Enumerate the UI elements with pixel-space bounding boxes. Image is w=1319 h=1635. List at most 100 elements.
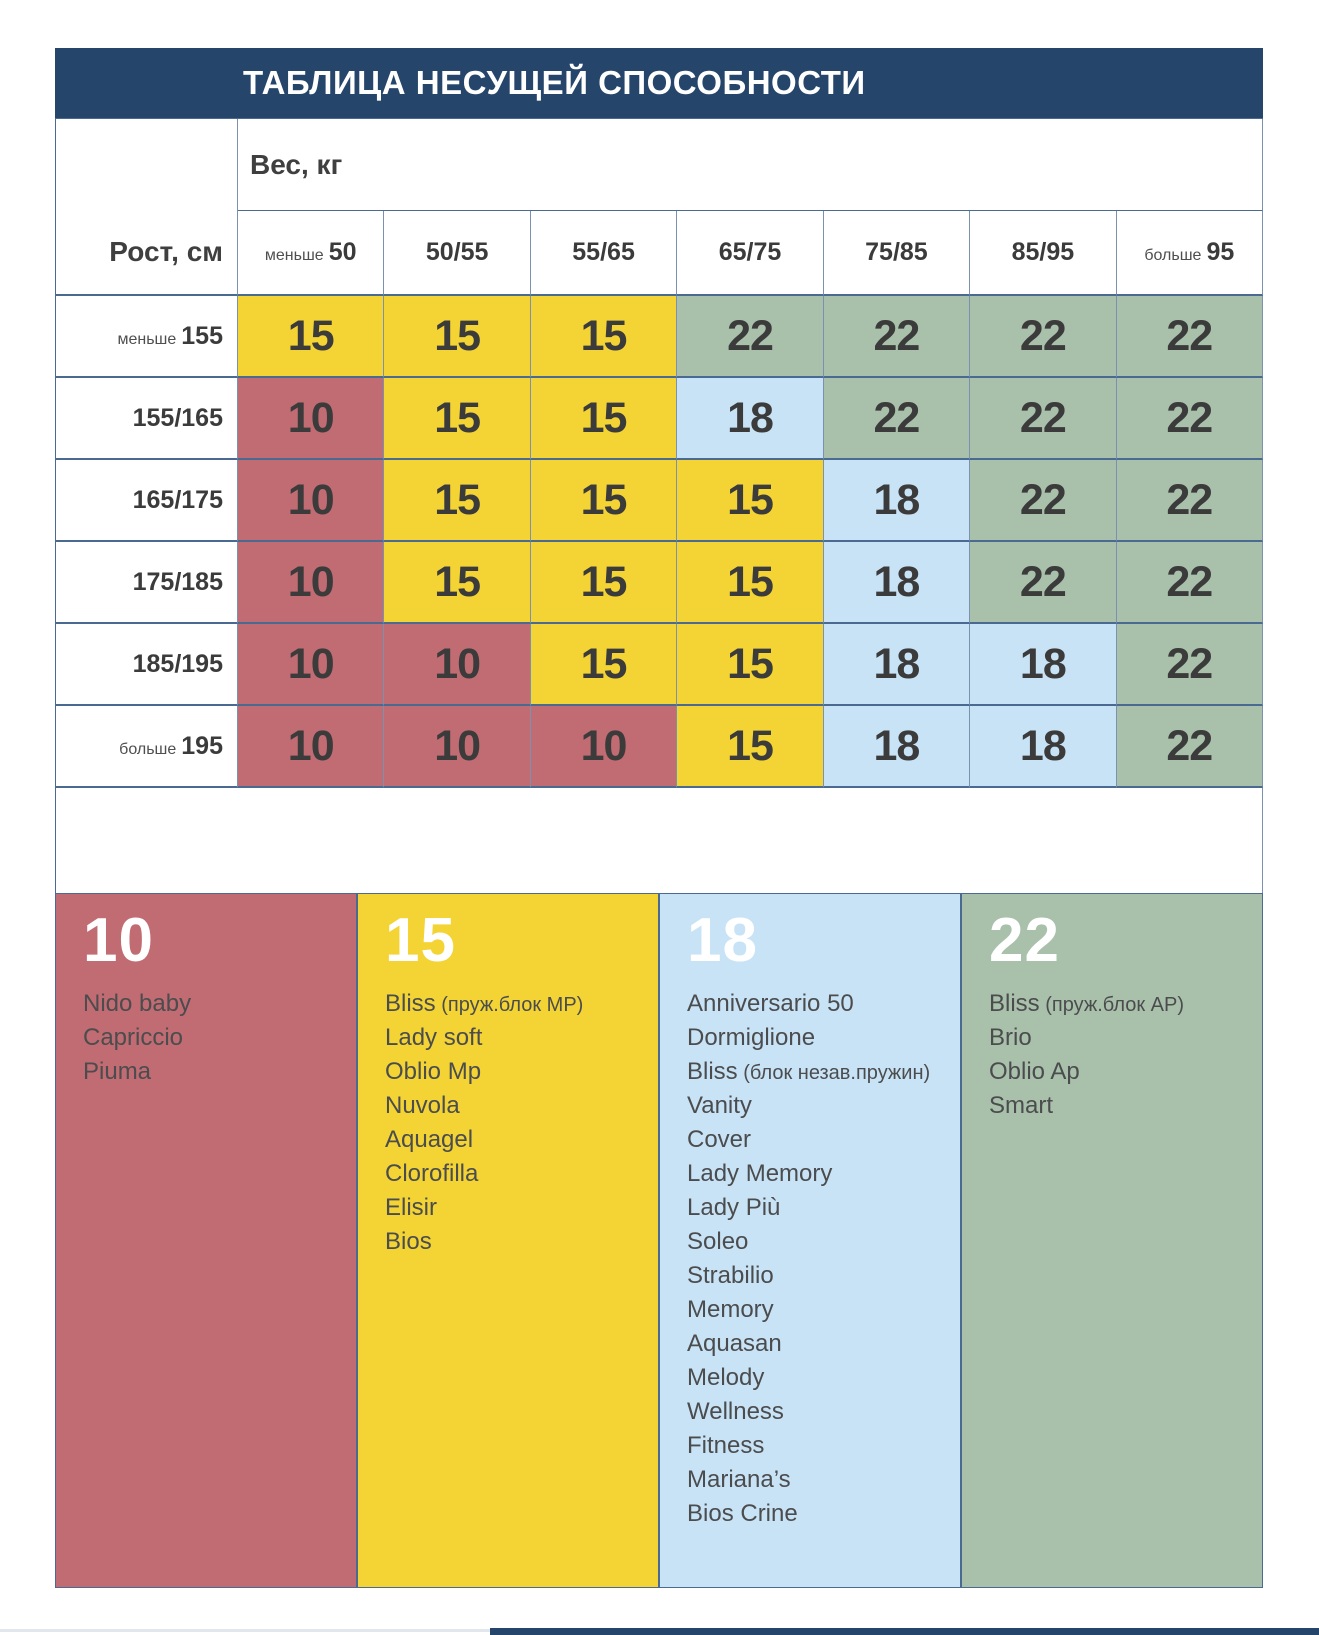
label-prefix: меньше <box>117 330 177 348</box>
capacity-cell: 22 <box>1116 706 1263 788</box>
legend-item: Dormiglione <box>687 1022 944 1056</box>
legend-item: Elisir <box>385 1192 642 1226</box>
legend-item-name: Bios Crine <box>687 1500 798 1527</box>
legend-item-name: Lady Memory <box>687 1160 833 1187</box>
label-value: 175/185 <box>132 567 223 596</box>
label-value: 185/195 <box>132 649 223 678</box>
capacity-cell: 18 <box>970 624 1117 706</box>
table-filler-row <box>56 788 1263 894</box>
legend-item-name: Vanity <box>687 1092 752 1119</box>
label-value: 85/95 <box>1011 238 1075 266</box>
legend-item: Memory <box>687 1294 944 1328</box>
capacity-cell: 18 <box>823 706 971 788</box>
capacity-cell: 22 <box>1116 542 1263 624</box>
legend-item: Melody <box>687 1362 944 1396</box>
capacity-cell: 10 <box>384 706 531 788</box>
legend-value: 18 <box>687 906 758 975</box>
page-title: ТАБЛИЦА НЕСУЩЕЙ СПОСОБНОСТИ <box>243 64 866 101</box>
weight-col-header: меньше 50 <box>238 211 385 296</box>
legend-item: Nuvola <box>385 1090 642 1124</box>
label-text: больше 195 <box>119 732 223 761</box>
capacity-cell: 10 <box>238 542 385 624</box>
legend-item-name: Dormiglione <box>687 1024 816 1051</box>
legend-item: Wellness <box>687 1396 944 1430</box>
legend-item-name: Nuvola <box>385 1092 460 1119</box>
label-text: меньше 50 <box>265 238 357 267</box>
capacity-cell: 15 <box>530 542 678 624</box>
legend-item-note: (пруж.блок AP) <box>1039 994 1184 1016</box>
capacity-cell: 18 <box>823 542 971 624</box>
capacity-cell: 22 <box>823 378 971 460</box>
legend-item: Nido baby <box>83 988 340 1022</box>
legend-item: Cover <box>687 1124 944 1158</box>
weight-col-header: 50/55 <box>384 211 531 296</box>
capacity-cell: 22 <box>1116 624 1263 706</box>
legend-item-name: Bliss <box>687 1058 738 1085</box>
title-bar: ТАБЛИЦА НЕСУЩЕЙ СПОСОБНОСТИ <box>55 48 1263 118</box>
capacity-cell: 15 <box>238 296 385 378</box>
legend-item-note: (пруж.блок MP) <box>435 994 584 1016</box>
legend-item-name: Nido baby <box>83 990 192 1017</box>
label-value: 155/165 <box>132 403 223 432</box>
capacity-cell: 22 <box>823 296 971 378</box>
weight-axis-label: Вес, кг <box>250 148 343 180</box>
label-value: 55/65 <box>572 238 635 266</box>
label-text: 85/95 <box>1012 238 1075 267</box>
legend-item: Oblio Mp <box>385 1056 642 1090</box>
legend-item-name: Melody <box>687 1364 765 1391</box>
height-row-label: 175/185 <box>56 542 238 624</box>
label-value: 165/175 <box>132 485 223 514</box>
legend-item-name: Capriccio <box>83 1024 184 1051</box>
label-prefix: больше <box>119 740 177 758</box>
legend-item: Piuma <box>83 1056 340 1090</box>
capacity-cell: 10 <box>384 624 531 706</box>
label-text: 185/195 <box>133 650 223 679</box>
legend-item-name: Piuma <box>83 1058 152 1085</box>
legend-item: Lady Memory <box>687 1158 944 1192</box>
height-row-label: 155/165 <box>56 378 238 460</box>
legend-item: Aquagel <box>385 1124 642 1158</box>
label-text: меньше 155 <box>117 322 223 351</box>
capacity-cell: 22 <box>970 296 1117 378</box>
label-value: 50/55 <box>425 238 489 266</box>
capacity-cell: 15 <box>530 296 678 378</box>
legend-item: Aquasan <box>687 1328 944 1362</box>
legend-item-name: Wellness <box>687 1398 784 1425</box>
capacity-cell: 15 <box>677 460 824 542</box>
capacity-cell: 18 <box>970 706 1117 788</box>
capacity-cell: 22 <box>970 460 1117 542</box>
legend-value: 15 <box>385 906 456 975</box>
label-text: 155/165 <box>133 404 223 433</box>
legend-list: Bliss (пруж.блок AP) Brio Oblio Ap Smart <box>989 988 1246 1124</box>
weight-axis-cell: Вес, кг <box>238 119 1263 211</box>
legend-item: Mariana’s <box>687 1464 944 1498</box>
capacity-cell: 22 <box>970 378 1117 460</box>
label-text: больше 95 <box>1144 238 1234 267</box>
label-text: 75/85 <box>865 238 928 267</box>
legend-item-name: Lady soft <box>385 1024 483 1051</box>
legend-item: Anniversario 50 <box>687 988 944 1022</box>
legend-list: Nido baby Capriccio Piuma <box>83 988 340 1090</box>
capacity-cell: 15 <box>384 296 531 378</box>
capacity-cell: 15 <box>384 460 531 542</box>
legend-item: Brio <box>989 1022 1246 1056</box>
legend-column: 10 Nido baby Capriccio Piuma <box>55 893 357 1588</box>
weight-col-header: 85/95 <box>970 211 1117 296</box>
legend-item-name: Bliss <box>385 990 436 1017</box>
capacity-cell: 10 <box>238 460 385 542</box>
legend-item: Bliss (блок незав.пружин) <box>687 1056 944 1090</box>
legend-item: Bios Crine <box>687 1498 944 1532</box>
label-text: 50/55 <box>426 238 489 267</box>
legend-item-name: Smart <box>989 1092 1054 1119</box>
height-row-label: меньше 155 <box>56 296 238 378</box>
legend-item: Fitness <box>687 1430 944 1464</box>
weight-col-header: 75/85 <box>823 211 971 296</box>
capacity-cell: 18 <box>823 460 971 542</box>
capacity-cell: 22 <box>1116 296 1263 378</box>
legend-item: Soleo <box>687 1226 944 1260</box>
legend-item: Bliss (пруж.блок AP) <box>989 988 1246 1022</box>
legend-column: 22 Bliss (пруж.блок AP) Brio Oblio Ap Smart <box>961 893 1263 1588</box>
capacity-cell: 15 <box>530 624 678 706</box>
height-row-label: больше 195 <box>56 706 238 788</box>
legend-value: 10 <box>83 906 154 975</box>
